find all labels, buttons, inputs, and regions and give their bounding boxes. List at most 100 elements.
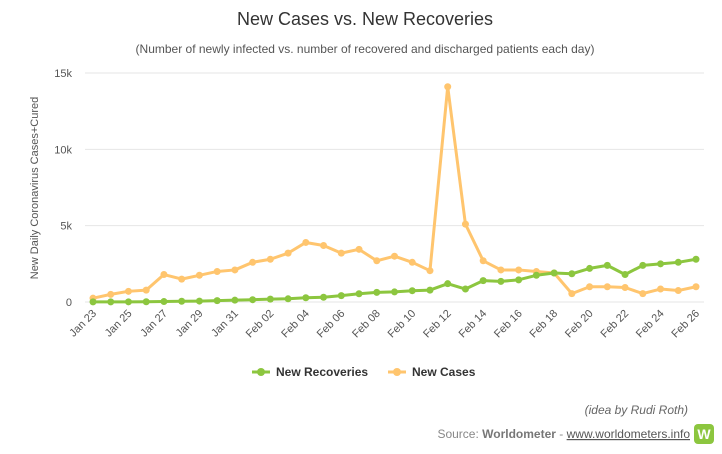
data-point[interactable] <box>160 271 168 279</box>
data-point[interactable] <box>320 242 328 250</box>
data-point[interactable] <box>160 298 168 306</box>
series-lines <box>89 83 700 306</box>
data-point[interactable] <box>107 290 115 298</box>
data-point[interactable] <box>302 238 310 246</box>
x-tick-label: Jan 23 <box>67 308 99 340</box>
data-point[interactable] <box>674 258 682 266</box>
data-point[interactable] <box>639 290 647 298</box>
data-point[interactable] <box>461 220 469 228</box>
data-point[interactable] <box>479 277 487 285</box>
data-point[interactable] <box>124 287 132 295</box>
data-point[interactable] <box>107 298 115 306</box>
data-point[interactable] <box>213 267 221 275</box>
data-point[interactable] <box>391 288 398 296</box>
x-tick-label: Feb 08 <box>350 308 383 341</box>
data-point[interactable] <box>461 285 469 293</box>
x-tick-label: Feb 06 <box>315 308 348 341</box>
data-point[interactable] <box>195 297 203 305</box>
data-point[interactable] <box>320 293 328 301</box>
y-tick-label: 0 <box>66 297 72 309</box>
data-point[interactable] <box>497 266 505 274</box>
data-point[interactable] <box>426 286 434 294</box>
legend-label-cases: New Cases <box>412 365 476 379</box>
data-point[interactable] <box>603 261 611 269</box>
data-point[interactable] <box>639 261 647 269</box>
data-point[interactable] <box>568 290 576 298</box>
y-axis-label: New Daily Coronavirus Cases+Cured <box>29 97 41 280</box>
logo-background <box>694 424 714 444</box>
data-point[interactable] <box>692 283 700 291</box>
legend-item-cases[interactable]: New Cases <box>388 365 476 379</box>
data-point[interactable] <box>515 276 523 284</box>
data-point[interactable] <box>249 258 257 266</box>
data-point[interactable] <box>426 267 434 275</box>
series-recoveries <box>89 255 700 306</box>
data-point[interactable] <box>284 295 292 303</box>
data-point[interactable] <box>337 249 345 257</box>
y-tick-label: 10k <box>54 144 72 156</box>
data-point[interactable] <box>657 285 665 293</box>
data-point[interactable] <box>231 266 239 274</box>
x-tick-label: Feb 12 <box>421 308 454 341</box>
data-point[interactable] <box>692 255 700 263</box>
data-point[interactable] <box>550 269 558 277</box>
data-point[interactable] <box>568 270 576 278</box>
x-tick-label: Feb 24 <box>634 308 667 341</box>
source-name: Worldometer <box>482 427 556 441</box>
source-link[interactable]: www.worldometers.info <box>566 427 691 441</box>
legend-item-recoveries[interactable]: New Recoveries <box>252 365 368 379</box>
x-tick-label: Jan 31 <box>209 308 241 340</box>
data-point[interactable] <box>195 271 203 279</box>
source-prefix: Source: <box>437 427 482 441</box>
data-point[interactable] <box>89 298 97 306</box>
data-point[interactable] <box>603 283 611 291</box>
data-point[interactable] <box>444 83 452 91</box>
data-point[interactable] <box>142 298 150 306</box>
x-tick-label: Jan 29 <box>174 308 206 340</box>
data-point[interactable] <box>373 288 381 296</box>
source-separator: - <box>556 427 567 441</box>
data-point[interactable] <box>532 271 540 279</box>
source-line: Source: Worldometer - www.worldometers.i… <box>437 427 690 441</box>
data-point[interactable] <box>586 264 594 272</box>
data-point[interactable] <box>302 294 310 302</box>
data-point[interactable] <box>178 275 186 283</box>
data-point[interactable] <box>621 283 629 291</box>
data-point[interactable] <box>408 287 416 295</box>
x-axis-ticks: Jan 23 Jan 25 Jan 27 Jan 29 Jan 31 Feb 02 Feb … <box>67 308 702 341</box>
data-point[interactable] <box>124 298 132 306</box>
data-point[interactable] <box>231 296 239 304</box>
data-point[interactable] <box>355 245 363 253</box>
data-point[interactable] <box>266 295 274 303</box>
y-axis-ticks: 0 5k 10k 15k <box>54 68 72 309</box>
data-point[interactable] <box>337 292 345 300</box>
x-tick-label: Feb 02 <box>244 308 277 341</box>
data-point[interactable] <box>497 277 505 285</box>
data-point[interactable] <box>249 296 257 304</box>
data-point[interactable] <box>515 266 523 274</box>
data-point[interactable] <box>213 297 221 305</box>
data-point[interactable] <box>408 258 416 266</box>
data-point[interactable] <box>674 287 682 295</box>
data-point[interactable] <box>444 280 452 288</box>
legend-label-recoveries: New Recoveries <box>276 365 368 379</box>
data-point[interactable] <box>391 252 398 260</box>
grid-lines <box>85 72 704 303</box>
data-point[interactable] <box>586 283 594 291</box>
x-tick-label: Feb 04 <box>279 308 312 341</box>
legend: New Recoveries New Cases <box>252 365 476 379</box>
data-point[interactable] <box>178 297 186 305</box>
data-point[interactable] <box>373 257 381 265</box>
x-tick-label: Feb 22 <box>598 308 631 341</box>
x-tick-label: Feb 14 <box>457 308 490 341</box>
data-point[interactable] <box>657 260 665 268</box>
data-point[interactable] <box>355 290 363 298</box>
data-point[interactable] <box>142 286 150 294</box>
y-tick-label: 15k <box>54 68 72 80</box>
data-point[interactable] <box>284 249 292 257</box>
data-point[interactable] <box>266 255 274 263</box>
data-point[interactable] <box>621 271 629 279</box>
series-cases <box>89 83 700 302</box>
x-tick-label: Feb 26 <box>669 308 702 341</box>
data-point[interactable] <box>479 257 487 265</box>
